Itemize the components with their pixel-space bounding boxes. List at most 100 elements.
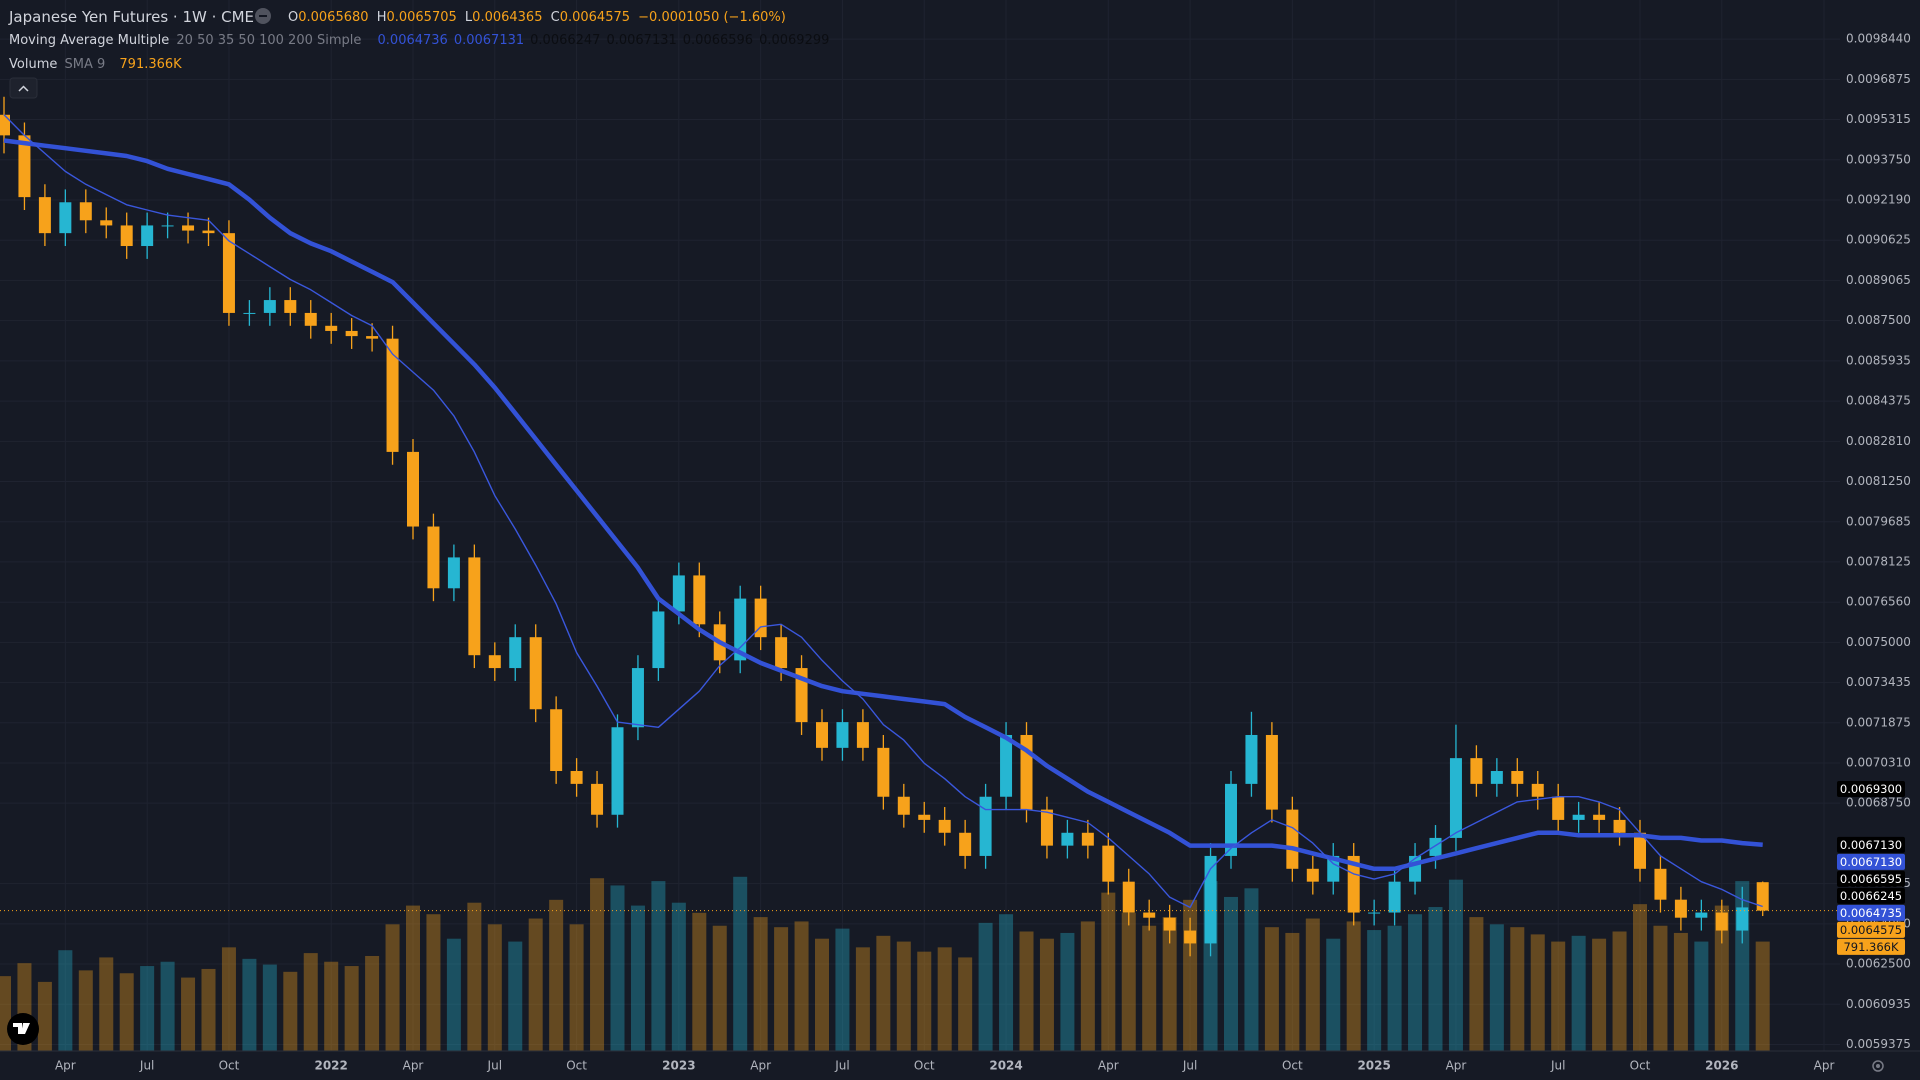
- y-tick-label: 0.0098440: [1846, 32, 1911, 46]
- volume-bar: [1039, 938, 1054, 1051]
- price-badge-label: 0.0064735: [1840, 906, 1902, 920]
- y-tick-label: 0.0081250: [1846, 474, 1911, 488]
- volume-bar: [1694, 941, 1709, 1051]
- candle-body: [1265, 734, 1278, 810]
- candle-body: [693, 575, 706, 625]
- collapse-button[interactable]: [9, 77, 38, 99]
- legend-line-1: Japanese Yen Futures · 1W · CME: [8, 8, 254, 26]
- badge-layer: 0.0069300 0.0067130 0.0067130 0.0066595 0.00…: [1837, 781, 1905, 955]
- volume-bar: [303, 953, 318, 1051]
- x-tick-label: Apr: [750, 1059, 771, 1073]
- candle-body: [1613, 819, 1626, 833]
- candle-body: [120, 225, 133, 247]
- volume-bar: [1060, 932, 1075, 1051]
- candle-body: [1122, 881, 1135, 913]
- x-tick-label: Oct: [1630, 1059, 1651, 1073]
- volume-bar: [692, 912, 707, 1051]
- x-tick-label: Apr: [403, 1059, 424, 1073]
- x-tick-label: Oct: [1282, 1059, 1303, 1073]
- x-tick-label: Apr: [55, 1059, 76, 1073]
- candle-body: [1204, 855, 1217, 944]
- x-tick-label: 2023: [662, 1059, 695, 1073]
- settings-button[interactable]: [1872, 1060, 1884, 1072]
- candle-body: [877, 747, 890, 797]
- ohlc-legend: O0.0065680 H0.0065705 L0.0064365 C0.0064…: [288, 10, 786, 25]
- price-badge-label: 791.366K: [1843, 940, 1899, 954]
- candle-body: [570, 771, 583, 784]
- candle-body: [1429, 837, 1442, 856]
- candle-body: [1040, 809, 1053, 846]
- volume-bar: [855, 947, 870, 1051]
- volume-bar: [487, 924, 502, 1051]
- price-badge: [1837, 836, 1905, 853]
- x-tick-label: 2026: [1705, 1059, 1738, 1073]
- volume-bar: [1387, 925, 1402, 1051]
- collapse-chevron: [18, 85, 29, 92]
- y-tick-label: 0.0092190: [1846, 192, 1911, 206]
- candle-body: [1449, 758, 1462, 838]
- moving-average-line: [3, 138, 1763, 872]
- volume-bar: [978, 922, 993, 1051]
- candle-body: [1102, 845, 1115, 882]
- candle-body: [222, 233, 235, 313]
- volume-bar: [1367, 930, 1382, 1051]
- ma-value: 0.0069299: [759, 33, 829, 48]
- price-badge-label: 0.0067130: [1840, 855, 1902, 869]
- candle-body: [1654, 868, 1667, 900]
- y-tick-label: 0.0095315: [1846, 112, 1911, 126]
- candle-body: [468, 557, 481, 656]
- volume-bar: [426, 914, 441, 1051]
- candle-body: [284, 300, 297, 313]
- volume-bar: [201, 968, 216, 1051]
- volume-bar: [446, 938, 461, 1051]
- candle-body: [345, 330, 358, 337]
- volume-bar: [794, 921, 809, 1051]
- candle-body: [1286, 809, 1299, 869]
- ma-value: 0.0064736: [378, 33, 448, 48]
- volume-bar: [815, 938, 829, 1051]
- x-tick-label: Jul: [1182, 1059, 1197, 1073]
- candle-body: [1163, 917, 1176, 931]
- y-tick-label: 0.0071875: [1846, 715, 1911, 729]
- candle-body: [182, 225, 195, 231]
- logo[interactable]: [7, 1013, 39, 1045]
- volume-bar: [1571, 935, 1586, 1051]
- candle-body: [1695, 912, 1708, 918]
- volume-bar: [406, 905, 420, 1051]
- candle-body: [1368, 912, 1381, 914]
- candle-body: [979, 796, 992, 856]
- candle-body: [59, 202, 72, 234]
- x-tick-label: Apr: [1814, 1059, 1835, 1073]
- candle-body: [1470, 758, 1483, 784]
- candle-body: [1327, 855, 1340, 882]
- candle-body: [386, 338, 399, 452]
- price-badge: [1837, 887, 1905, 904]
- candle-body: [1061, 832, 1074, 846]
- collapse-box: [9, 77, 38, 99]
- volume-bar: [937, 947, 952, 1051]
- volume-bar: [1264, 927, 1279, 1051]
- volume-bar: [1285, 932, 1300, 1051]
- candle-body: [161, 225, 174, 227]
- candle-body: [1409, 855, 1422, 882]
- candle-body: [672, 575, 685, 612]
- candle-body: [1593, 814, 1606, 820]
- y-tick-label: 0.0084375: [1846, 394, 1911, 408]
- y-tick-label: 0.0070310: [1846, 756, 1911, 770]
- volume-bar: [324, 961, 339, 1051]
- volume-name: Volume: [9, 57, 57, 72]
- volume-bar: [508, 941, 523, 1051]
- ma-layer: [0, 114, 1840, 912]
- volume-bar: [78, 970, 93, 1051]
- volume-bar: [221, 947, 236, 1051]
- candle-body: [591, 783, 604, 815]
- volume-bar: [99, 957, 114, 1051]
- volume-bar: [1673, 932, 1688, 1051]
- y-tick-label: 0.0062500: [1846, 957, 1911, 971]
- x-tick-label: Jul: [834, 1059, 849, 1073]
- x-tick-label: Apr: [1446, 1059, 1467, 1073]
- candle-body: [938, 819, 951, 833]
- volume-bar: [1326, 938, 1341, 1051]
- ma-value: 0.0066596: [683, 33, 753, 48]
